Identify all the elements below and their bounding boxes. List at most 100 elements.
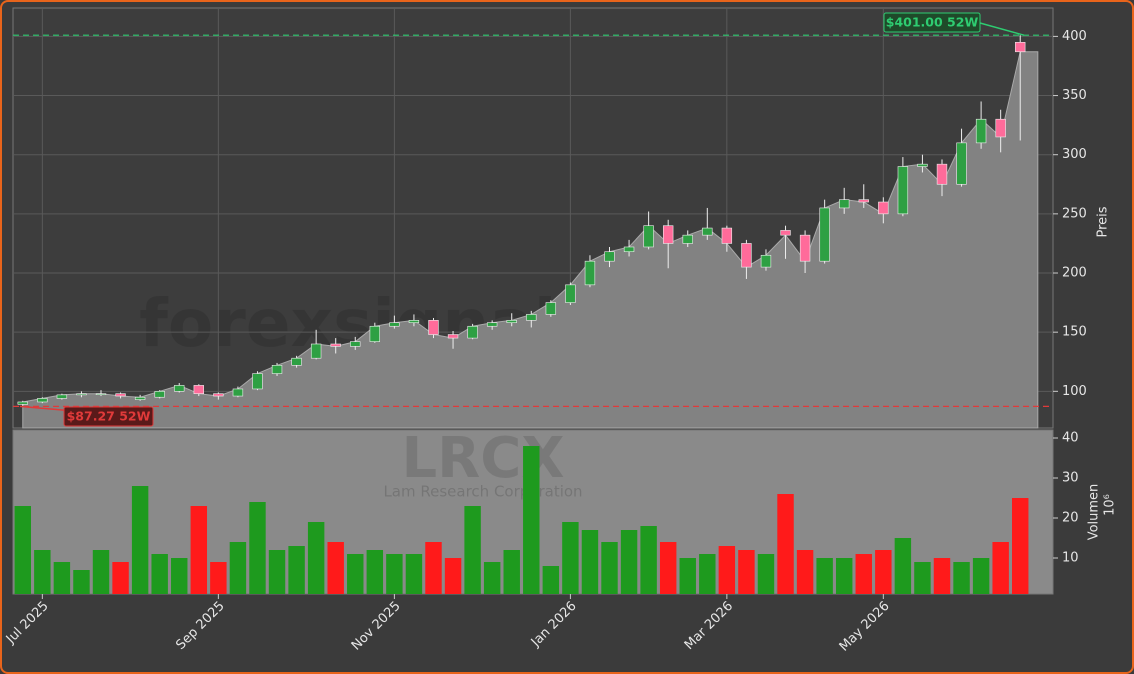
watermark-symbol: LRCX (401, 426, 564, 491)
y-tick-label: 200 (1062, 266, 1087, 281)
y-tick-label: 10 (1062, 551, 1079, 566)
candle-body (232, 388, 244, 397)
candle-body (447, 334, 459, 339)
candle-body (565, 284, 576, 303)
volume-bar (307, 522, 325, 594)
candle-body (780, 230, 791, 236)
volume-bar (542, 566, 560, 594)
volume-bar (73, 570, 90, 594)
volume-bar (112, 562, 129, 594)
candle-body (389, 322, 400, 327)
y-tick-label: 40 (1062, 431, 1079, 446)
candle-body (37, 398, 48, 403)
candle-body (584, 260, 596, 286)
y-tick-label: 30 (1062, 471, 1079, 486)
volume-bar (718, 546, 736, 594)
volume-bar (933, 558, 951, 594)
x-tick-label: Jul 2025 (3, 599, 52, 648)
y-tick-label: 150 (1062, 325, 1087, 340)
volume-bar (327, 542, 344, 594)
volume-bar (92, 550, 110, 594)
candle-body (858, 199, 869, 203)
x-tick-label: Sep 2025 (173, 599, 227, 653)
candle-body (878, 201, 889, 215)
x-tick-label: Nov 2025 (349, 599, 404, 654)
candle-body (741, 243, 752, 268)
volume-bar (640, 526, 657, 594)
volume-bar (1012, 498, 1029, 594)
volume-bar (53, 562, 71, 594)
candle-body (995, 118, 1006, 138)
volume-bar (34, 550, 51, 594)
volume-bar (738, 550, 755, 594)
volume-bar (992, 542, 1009, 594)
volume-bar (444, 558, 462, 594)
volume-bar (523, 446, 540, 594)
candle-body (56, 394, 68, 399)
volume-bar (816, 558, 833, 594)
candle-body (115, 393, 126, 397)
volume-bar (855, 554, 872, 594)
x-tick-label: Mar 2026 (682, 599, 736, 653)
volume-bar (14, 506, 31, 594)
candle-body (369, 325, 381, 342)
volume-bar (483, 562, 501, 594)
x-tick-label: Jan 2026 (528, 599, 580, 651)
volume-bar (679, 558, 696, 594)
candle-body (917, 163, 928, 167)
candle-body (154, 391, 165, 398)
volume-bar (405, 554, 423, 594)
candle-body (291, 357, 302, 366)
x-tick-label: May 2026 (837, 599, 893, 655)
volume-bar (875, 550, 892, 594)
y-axis-label: Preis (1096, 206, 1111, 237)
volume-bar (894, 538, 912, 594)
candle-body (936, 163, 948, 185)
candle-body (799, 234, 811, 262)
volume-bar (288, 546, 305, 594)
volume-bar (151, 554, 168, 594)
watermark-company: Lam Research Corporation (383, 483, 582, 501)
volume-bar (131, 486, 149, 594)
y-axis-unit: 10⁶ (1103, 494, 1118, 516)
candle-body (760, 254, 772, 268)
candle-body (682, 234, 693, 244)
volume-bar (796, 550, 814, 594)
volume-bar (171, 558, 188, 594)
candle-body (956, 142, 967, 185)
candle-body (428, 320, 439, 335)
annotation-label: $401.00 52W (886, 15, 979, 30)
volume-bar (914, 562, 931, 594)
candle-body (486, 322, 498, 327)
volume-bar (229, 542, 247, 594)
candle-body (839, 199, 850, 209)
volume-bar (464, 506, 481, 594)
candle-body (721, 227, 733, 244)
volume-bar (562, 522, 579, 594)
candle-body (271, 364, 283, 374)
candle-body (76, 393, 87, 396)
candle-body (193, 385, 204, 394)
y-tick-label: 300 (1062, 147, 1087, 162)
volume-bar (659, 542, 677, 594)
volume-bar (268, 550, 286, 594)
volume-bar (503, 550, 520, 594)
candle-body (623, 246, 635, 253)
candle-body (506, 320, 517, 324)
y-tick-label: 350 (1062, 88, 1087, 103)
candle-body (1015, 42, 1026, 53)
volume-bar (249, 502, 266, 594)
candle-body (819, 207, 830, 262)
volume-bar (210, 562, 227, 594)
candle-body (975, 118, 987, 144)
candle-body (702, 227, 713, 236)
volume-bar (347, 554, 364, 594)
y-tick-label: 100 (1062, 384, 1087, 399)
candle-body (330, 343, 341, 347)
y-tick-label: 20 (1062, 511, 1079, 526)
volume-bar (953, 562, 970, 594)
candle-body (252, 373, 263, 390)
candle-body (17, 401, 28, 405)
annotation-box (63, 406, 154, 427)
candle-body (467, 325, 478, 339)
